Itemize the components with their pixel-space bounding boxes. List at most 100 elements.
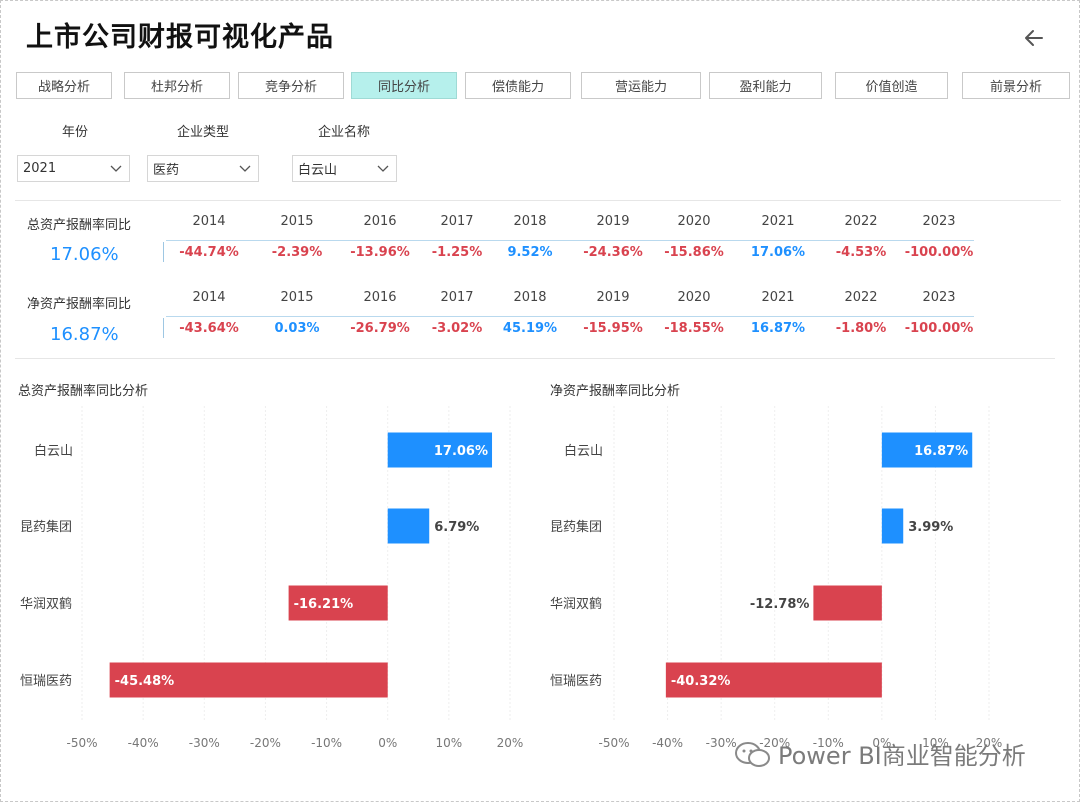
data-label: -45.48% [115, 674, 175, 689]
year-label: 2023 [922, 214, 956, 229]
data-label: 17.06% [434, 444, 488, 459]
yoy-value: -100.00% [904, 321, 974, 336]
category-label: 白云山 [34, 443, 73, 459]
bar[interactable] [881, 432, 973, 468]
roa-yoy-label: 总资产报酬率同比 [27, 218, 132, 233]
bar[interactable] [387, 432, 493, 468]
divider [15, 200, 1061, 201]
roe-separator [163, 318, 164, 338]
x-tick-label: 10% [922, 736, 949, 750]
roa-yoy-value: 17.06% [50, 244, 119, 265]
bar[interactable] [881, 508, 904, 544]
chevron-down-icon [110, 165, 122, 172]
tab-yoy[interactable]: 同比分析 [351, 72, 457, 99]
yoy-value: -100.00% [904, 245, 974, 260]
bar[interactable] [387, 508, 430, 544]
year-label: 2019 [596, 214, 630, 229]
year-label: 2014 [192, 214, 226, 229]
category-label: 昆药集团 [20, 519, 72, 535]
roe-chart-title: 净资产报酬率同比分析 [550, 384, 681, 399]
divider [15, 358, 1055, 359]
chevron-down-icon [239, 165, 251, 172]
year-label: 2022 [844, 290, 878, 305]
year-label: 2014 [192, 290, 226, 305]
year-label: 2016 [363, 214, 397, 229]
x-tick-label: 10% [436, 736, 463, 750]
type-dropdown[interactable]: 医药 [147, 155, 259, 182]
yoy-value: -24.36% [583, 245, 643, 260]
yoy-value: -13.96% [350, 245, 410, 260]
x-tick-label: -10% [311, 736, 342, 750]
yoy-value: 17.06% [750, 245, 806, 260]
x-tick-label: 0% [872, 736, 891, 750]
year-label: 2015 [280, 290, 314, 305]
year-label: 2018 [513, 290, 547, 305]
chevron-down-icon [377, 165, 389, 172]
company-dropdown[interactable]: 白云山 [292, 155, 397, 182]
type-dropdown-value: 医药 [153, 163, 180, 178]
x-tick-label: 0% [378, 736, 397, 750]
yoy-value: -44.74% [179, 245, 239, 260]
category-label: 恒瑞医药 [550, 674, 602, 689]
company-dropdown-value: 白云山 [298, 163, 338, 178]
year-label: 2015 [280, 214, 314, 229]
x-tick-label: -40% [128, 736, 159, 750]
year-label: 2020 [677, 214, 711, 229]
yoy-value: -3.02% [431, 321, 483, 336]
x-tick-label: -50% [66, 736, 97, 750]
year-dropdown[interactable]: 2021 [17, 155, 130, 182]
bar[interactable] [288, 585, 388, 621]
x-tick-label: -30% [189, 736, 220, 750]
category-label: 恒瑞医药 [20, 674, 72, 689]
x-tick-label: 20% [976, 736, 1003, 750]
year-label: 2021 [761, 214, 795, 229]
bar[interactable] [109, 662, 388, 698]
category-label: 白云山 [564, 443, 603, 459]
tab-strategy[interactable]: 战略分析 [16, 72, 112, 99]
roe-row-divider [166, 316, 974, 317]
year-label: 2019 [596, 290, 630, 305]
company-filter-label: 企业名称 [318, 125, 371, 140]
yoy-value: -18.55% [664, 321, 724, 336]
category-label: 华润双鹤 [550, 596, 602, 612]
x-tick-label: -20% [759, 736, 790, 750]
bar[interactable] [665, 662, 882, 698]
category-label: 昆药集团 [550, 519, 602, 535]
year-label: 2016 [363, 290, 397, 305]
tab-operation[interactable]: 营运能力 [581, 72, 701, 99]
yoy-value: -2.39% [271, 245, 323, 260]
year-label: 2017 [440, 214, 474, 229]
data-label: 6.79% [434, 520, 479, 535]
year-dropdown-value: 2021 [23, 161, 57, 176]
yoy-value: -1.25% [431, 245, 483, 260]
nav-tabs: 战略分析 杜邦分析 竞争分析 同比分析 偿债能力 营运能力 盈利能力 价值创造 … [16, 72, 1076, 100]
tab-dupont[interactable]: 杜邦分析 [124, 72, 230, 99]
yoy-value: -43.64% [179, 321, 239, 336]
roe-yoy-label: 净资产报酬率同比 [27, 297, 132, 312]
tab-competition[interactable]: 竞争分析 [238, 72, 344, 99]
roa-separator [163, 242, 164, 262]
tab-value-creation[interactable]: 价值创造 [835, 72, 948, 99]
yoy-value: -4.53% [835, 245, 887, 260]
year-label: 2021 [761, 290, 795, 305]
back-arrow-icon[interactable] [1020, 24, 1048, 52]
tab-profitability[interactable]: 盈利能力 [709, 72, 822, 99]
bar[interactable] [813, 585, 882, 621]
tab-solvency[interactable]: 偿债能力 [465, 72, 571, 99]
x-tick-label: 20% [497, 736, 524, 750]
wechat-icon [735, 742, 770, 767]
tab-outlook[interactable]: 前景分析 [962, 72, 1070, 99]
yoy-value: -1.80% [835, 321, 887, 336]
type-filter-label: 企业类型 [177, 125, 230, 140]
year-label: 2017 [440, 290, 474, 305]
roa-chart-title: 总资产报酬率同比分析 [18, 384, 149, 399]
x-tick-label: -50% [598, 736, 629, 750]
roa-bar-chart: -50% -40% -30% -20% -10% 0% 10% 20% 白云山 17.06% 昆药集… [20, 406, 524, 750]
page-title: 上市公司财报可视化产品 [26, 22, 334, 53]
yoy-value: 45.19% [502, 321, 558, 336]
roe-bar-chart: -50% -40% -30% -20% -10% 0% 10% 20% 白云山 16.87% 昆药集… [550, 406, 1003, 750]
watermark-text: Power BI商业智能分析 [778, 742, 1026, 770]
x-tick-label: -30% [706, 736, 737, 750]
data-label: 3.99% [908, 520, 953, 535]
data-label: -40.32% [671, 674, 731, 689]
